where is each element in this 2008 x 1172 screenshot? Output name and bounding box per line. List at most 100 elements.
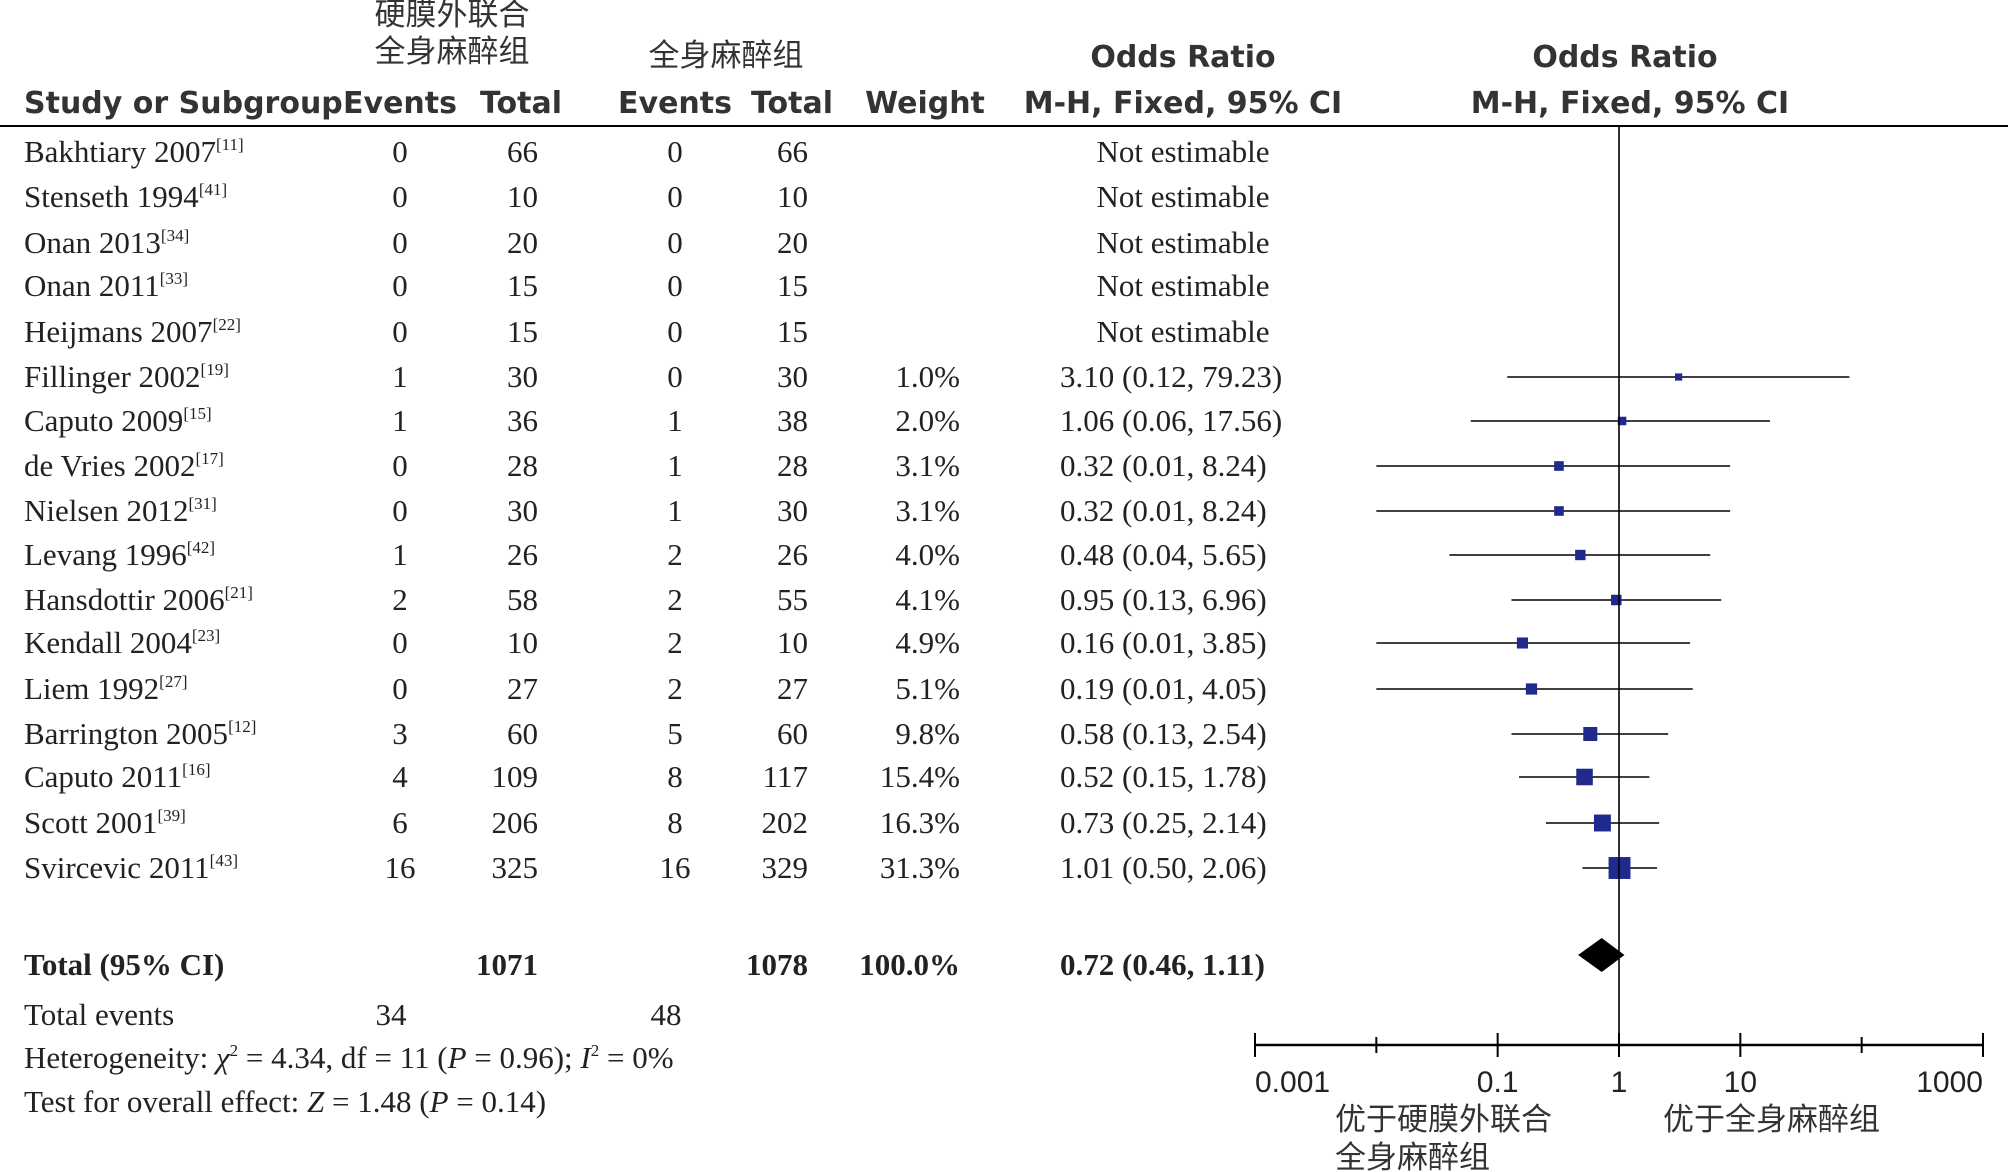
events1-cell: 0	[392, 268, 408, 303]
favours-left-line2: 全身麻醉组	[1335, 1140, 1490, 1172]
study-name-text: Kendall 2004	[24, 625, 192, 660]
study-name-text: Fillinger 2002	[24, 359, 201, 394]
events1-cell: 3	[392, 716, 408, 751]
events2-cell: 1	[667, 493, 683, 528]
total2-cell: 60	[777, 716, 808, 751]
ci-cell: Not estimable	[1096, 314, 1269, 349]
or-title-header: Odds Ratio	[1090, 40, 1275, 75]
group1-header-line1: 硬膜外联合	[375, 0, 530, 33]
total2-cell: 38	[777, 403, 808, 438]
total2-cell: 10	[777, 179, 808, 214]
favours-right: 优于全身麻醉组	[1663, 1102, 1880, 1138]
events1-cell: 0	[392, 314, 408, 349]
events2-cell: 2	[667, 671, 683, 706]
ci-cell: 0.32 (0.01, 8.24)	[1060, 448, 1267, 483]
total-label: Total (95% CI)	[24, 947, 224, 982]
weight-cell: 3.1%	[895, 493, 960, 528]
study-name: Levang 1996[42]	[24, 537, 215, 572]
total1-cell: 15	[507, 314, 538, 349]
axis-tick-label: 10	[1724, 1066, 1757, 1099]
study-ref: [16]	[182, 760, 210, 779]
total1-cell: 66	[507, 134, 538, 169]
group2-header: 全身麻醉组	[649, 38, 804, 74]
study-name-text: Nielsen 2012	[24, 493, 188, 528]
total1-cell: 36	[507, 403, 538, 438]
total2-cell: 202	[762, 805, 809, 840]
effect-marker	[1576, 768, 1593, 786]
study-name: Bakhtiary 2007[11]	[24, 134, 244, 169]
total1-cell: 206	[492, 805, 539, 840]
ci-cell: 0.19 (0.01, 4.05)	[1060, 671, 1267, 706]
ci-cell: 1.01 (0.50, 2.06)	[1060, 850, 1267, 885]
events2-cell: 0	[667, 314, 683, 349]
total2-cell: 27	[777, 671, 808, 706]
effect-marker	[1554, 506, 1564, 516]
ci-cell: Not estimable	[1096, 268, 1269, 303]
study-ref: [27]	[159, 672, 187, 691]
study-name-text: Svircevic 2011	[24, 850, 210, 885]
or-method-header: M-H, Fixed, 95% CI	[1024, 86, 1342, 121]
study-name: Scott 2001[39]	[24, 805, 186, 840]
total1-cell: 325	[492, 850, 539, 885]
study-ref: [31]	[188, 494, 216, 513]
axis-tick-label: 1	[1611, 1066, 1628, 1099]
effect-marker	[1516, 637, 1528, 649]
weight-cell: 5.1%	[895, 671, 960, 706]
total-t1: 1071	[476, 947, 538, 982]
total-ci: 0.72 (0.46, 1.11)	[1060, 947, 1265, 982]
effect-marker	[1675, 373, 1683, 381]
weight-cell: 15.4%	[880, 759, 960, 794]
weight-cell: 4.1%	[895, 582, 960, 617]
study-ref: [17]	[195, 449, 223, 468]
effect-marker	[1554, 461, 1564, 471]
study-name: Nielsen 2012[31]	[24, 493, 217, 528]
study-name: Onan 2011[33]	[24, 268, 188, 303]
study-name: Heijmans 2007[22]	[24, 314, 241, 349]
total2-cell: 26	[777, 537, 808, 572]
events2-cell: 8	[667, 759, 683, 794]
events1-cell: 0	[392, 671, 408, 706]
effect-marker	[1525, 683, 1538, 695]
study-name-text: Levang 1996	[24, 537, 187, 572]
total2-cell: 55	[777, 582, 808, 617]
effect-marker	[1583, 726, 1598, 742]
study-name-text: Scott 2001	[24, 805, 157, 840]
study-name: Liem 1992[27]	[24, 671, 188, 706]
total1-header: Total	[480, 86, 562, 121]
events2-cell: 0	[667, 225, 683, 260]
study-name: Barrington 2005[12]	[24, 716, 256, 751]
events2-cell: 0	[667, 268, 683, 303]
study-ref: [12]	[228, 717, 256, 736]
group1-header-line2: 全身麻醉组	[375, 34, 530, 70]
total2-cell: 10	[777, 625, 808, 660]
study-name-text: de Vries 2002	[24, 448, 195, 483]
weight-cell: 4.9%	[895, 625, 960, 660]
total1-cell: 10	[507, 625, 538, 660]
events1-cell: 4	[392, 759, 408, 794]
events1-cell: 1	[392, 537, 408, 572]
total-t2: 1078	[746, 947, 808, 982]
total2-cell: 117	[763, 759, 808, 794]
total1-cell: 27	[507, 671, 538, 706]
effect-marker	[1611, 594, 1622, 606]
total2-cell: 329	[762, 850, 809, 885]
events2-cell: 1	[667, 448, 683, 483]
events1-cell: 0	[392, 225, 408, 260]
events2-header: Events	[618, 86, 732, 121]
study-name: Fillinger 2002[19]	[24, 359, 229, 394]
or-plot-title-header: Odds Ratio	[1532, 40, 1717, 75]
study-name-text: Bakhtiary 2007	[24, 134, 216, 169]
total1-cell: 30	[507, 493, 538, 528]
total1-cell: 20	[507, 225, 538, 260]
total-events-e1: 34	[376, 997, 408, 1032]
weight-cell: 1.0%	[895, 359, 960, 394]
total-weight: 100.0%	[859, 947, 960, 982]
study-name-text: Liem 1992	[24, 671, 159, 706]
ci-cell: 1.06 (0.06, 17.56)	[1060, 403, 1282, 438]
study-ref: [43]	[210, 851, 238, 870]
total2-cell: 15	[777, 314, 808, 349]
weight-cell: 3.1%	[895, 448, 960, 483]
weight-cell: 9.8%	[895, 716, 960, 751]
total2-cell: 15	[777, 268, 808, 303]
